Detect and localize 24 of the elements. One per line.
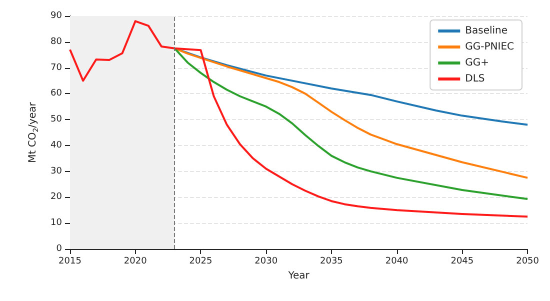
x-tick-label: 2045 xyxy=(450,256,474,266)
y-tick-label: 20 xyxy=(50,192,62,202)
legend-label: DLS xyxy=(465,74,485,84)
x-tick-label: 2050 xyxy=(516,256,540,266)
legend-label: GG+ xyxy=(465,58,490,68)
x-tick-label: 2020 xyxy=(124,256,148,266)
line-series xyxy=(69,20,529,218)
y-tick-label: 0 xyxy=(56,244,62,254)
y-tick-label: 90 xyxy=(50,11,62,21)
legend-label: GG-PNIEC xyxy=(465,42,514,52)
y-tick-label: 10 xyxy=(50,218,62,228)
y-tick-label: 80 xyxy=(50,36,62,47)
y-tick-label: 40 xyxy=(50,140,62,150)
y-tick-label: 30 xyxy=(50,166,62,176)
x-tick-label: 2035 xyxy=(320,256,343,266)
legend-label: Baseline xyxy=(465,26,508,36)
x-tick-label: 2025 xyxy=(189,256,212,266)
y-tick-label: 60 xyxy=(50,88,62,99)
x-axis-title: Year xyxy=(287,270,310,282)
x-tick-label: 2030 xyxy=(254,256,278,266)
x-tick-label: 2015 xyxy=(58,256,82,266)
x-tick-label: 2040 xyxy=(385,256,409,266)
y-tick-label: 70 xyxy=(50,62,62,73)
y-tick-label: 50 xyxy=(50,114,62,125)
